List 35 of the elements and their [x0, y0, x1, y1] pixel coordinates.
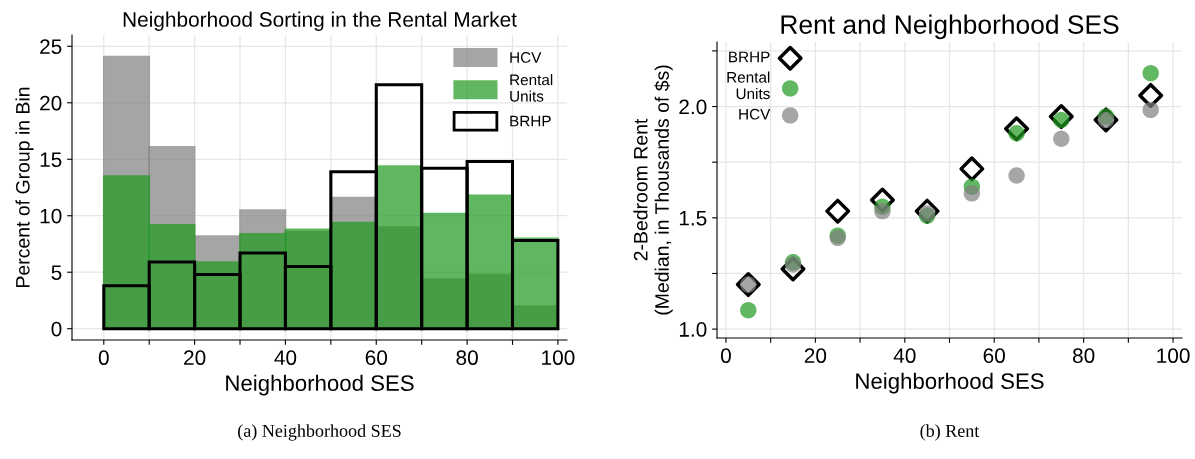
x-tick-label: 0: [720, 348, 731, 364]
x-tick-label: 20: [804, 348, 827, 364]
y-tick-label: 10: [40, 208, 62, 224]
legend-label: HCV: [739, 108, 771, 120]
x-tick-label: 100: [1157, 348, 1190, 364]
y-axis-title: Percent of Group in Bin: [15, 87, 34, 287]
x-tick-label: 20: [184, 350, 206, 366]
y-tick-label: 2.0: [679, 99, 707, 115]
legend-label: BRHP: [510, 115, 551, 127]
x-tick-label: 40: [893, 348, 916, 364]
y-tick-label: 25: [40, 39, 62, 55]
legend-label: Rental Units: [510, 74, 553, 102]
chart-title: Rent and Neighborhood SES: [781, 14, 1119, 40]
y-tick-label: 15: [40, 152, 62, 168]
legend-label: Rental Units: [727, 71, 770, 100]
legend-label: BRHP: [729, 51, 770, 63]
y-axis-title: 2-Bedroom Rent (Median, in Thousands of $s): [633, 65, 673, 315]
y-tick-label: 1.5: [679, 211, 707, 226]
x-tick-label: 80: [456, 350, 478, 366]
legend-label: HCV: [510, 51, 542, 63]
x-tick-label: 60: [983, 348, 1005, 364]
y-tick-label: 5: [51, 265, 62, 280]
x-tick-label: 100: [542, 350, 575, 366]
x-axis-title: Neighborhood SES: [856, 372, 1044, 394]
text: (a) Neighborhood SES: [238, 424, 401, 441]
y-tick-label: 0: [51, 321, 62, 337]
x-tick-label: 60: [365, 350, 388, 366]
x-tick-label: 0: [98, 350, 109, 366]
x-tick-label: 40: [274, 350, 297, 366]
chart-title: Neighborhood Sorting in the Rental Market: [123, 11, 517, 31]
x-tick-label: 80: [1072, 348, 1095, 364]
text: (b) Rent: [920, 424, 980, 441]
y-tick-label: 1.0: [679, 322, 707, 337]
y-tick-label: 20: [40, 95, 62, 111]
x-axis-title: Neighborhood SES: [226, 374, 414, 396]
